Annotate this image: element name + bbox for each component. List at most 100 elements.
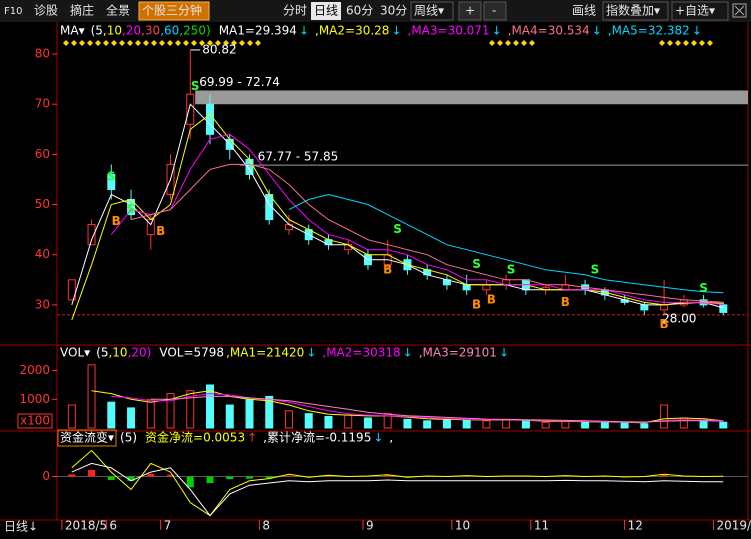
- signal-label: B: [561, 295, 570, 309]
- close-icon[interactable]: [732, 3, 747, 18]
- volume-bar: [166, 393, 175, 429]
- signal-label: B: [472, 297, 481, 311]
- event-marker: [207, 40, 213, 46]
- zoom-out[interactable]: -: [492, 4, 496, 18]
- volume-bar: [660, 404, 669, 429]
- ma-line: [110, 133, 724, 305]
- volume-bar: [620, 421, 629, 429]
- volume-bar: [107, 401, 116, 429]
- indicator-param: (5: [96, 346, 108, 360]
- volume-bar: [363, 417, 372, 429]
- y-tick-label: 70: [35, 97, 50, 111]
- y-tick-label: 60: [35, 147, 50, 161]
- tool-box[interactable]: [602, 1, 669, 21]
- signal-label: B: [660, 317, 669, 331]
- event-marker: [175, 40, 181, 46]
- legend-entry: ,MA4=30.534: [508, 24, 590, 38]
- event-marker: [95, 40, 101, 46]
- flow-bar: [285, 475, 293, 477]
- event-marker: [183, 40, 189, 46]
- tool-button[interactable]: +自选▾: [675, 4, 715, 18]
- signal-label: S: [191, 79, 200, 93]
- volume-bar: [521, 420, 530, 429]
- indicator-box[interactable]: [57, 429, 117, 447]
- event-marker: [683, 40, 689, 46]
- y-tick-label: 50: [35, 197, 50, 211]
- event-marker: [513, 40, 519, 46]
- tool-button[interactable]: 画线: [572, 4, 596, 18]
- period-button[interactable]: 60分: [346, 4, 373, 18]
- flow-bar: [167, 474, 175, 477]
- y-tick-label: 2000: [19, 363, 50, 377]
- flow-bar: [88, 469, 96, 477]
- ma-line: [71, 449, 724, 517]
- x-tick-label: 7: [164, 519, 172, 533]
- legend-arrow: ↓: [499, 346, 509, 360]
- signal-label: S: [591, 262, 600, 276]
- close-icon[interactable]: [734, 5, 745, 16]
- event-marker: [223, 40, 229, 46]
- period-label[interactable]: 日线↓: [4, 520, 38, 534]
- tool-button[interactable]: 全景: [106, 3, 130, 18]
- legend-arrow: ↓: [299, 24, 309, 38]
- volume-bar: [442, 418, 451, 429]
- flow-bar: [68, 474, 76, 477]
- volume-bar: [67, 404, 76, 429]
- tool-button[interactable]: 诊股: [34, 4, 58, 18]
- flow-bar: [265, 476, 273, 479]
- candle-body: [67, 279, 76, 301]
- y-tick-label: 0: [42, 469, 50, 483]
- indicator-param: ,20): [128, 346, 152, 360]
- tool-f10[interactable]: F10: [4, 6, 22, 17]
- event-marker: [71, 40, 77, 46]
- signal-label: S: [393, 222, 402, 236]
- x-tick-label: 2019/1: [716, 519, 751, 533]
- indicator-param: ,250): [179, 24, 210, 38]
- tool-box[interactable]: [671, 1, 729, 21]
- signal-label: B: [156, 224, 165, 238]
- period-button[interactable]: 分时: [283, 4, 307, 18]
- event-marker: [529, 40, 535, 46]
- period-button[interactable]: 日线: [314, 4, 338, 18]
- event-marker: [119, 40, 125, 46]
- volume-bar: [640, 423, 649, 429]
- tool-button[interactable]: 摘庄: [70, 3, 94, 18]
- signal-label: S: [127, 202, 136, 216]
- flow-bar: [660, 474, 668, 477]
- x-tick-label: 2018/5: [65, 519, 107, 533]
- legend-entry: ,累计净流=-0.1195: [263, 431, 371, 445]
- volume-bar: [344, 414, 353, 429]
- period-active[interactable]: [311, 2, 341, 20]
- legend-entry: ,MA3=29101: [419, 346, 497, 360]
- price-band: [195, 90, 748, 105]
- event-marker: [111, 40, 117, 46]
- period-button[interactable]: 30分: [380, 4, 407, 18]
- zoom-box[interactable]: [458, 1, 482, 21]
- tool-button[interactable]: 个股三分钟: [142, 3, 202, 18]
- level-label: 67.77 - 57.85: [258, 150, 339, 164]
- candle-body: [186, 93, 195, 125]
- zoom-box[interactable]: [483, 1, 507, 21]
- volume-bar: [127, 407, 136, 429]
- tool-active[interactable]: [138, 1, 210, 21]
- tool-button[interactable]: 指数叠加▾: [606, 3, 660, 18]
- period-box[interactable]: [410, 1, 454, 21]
- event-marker: [87, 40, 93, 46]
- y-tick-label: 80: [35, 47, 50, 61]
- ma-line: [71, 462, 724, 517]
- indicator-param: (5: [91, 24, 103, 38]
- x-tick-label: 11: [534, 519, 549, 533]
- flow-bar: [206, 476, 214, 483]
- x-tick-label: 8: [262, 519, 270, 533]
- event-marker: [151, 40, 157, 46]
- volume-bar: [600, 421, 609, 429]
- ma-line: [150, 395, 724, 423]
- indicator-param: ,60: [160, 24, 179, 38]
- zoom-in[interactable]: +: [465, 4, 475, 18]
- period-button[interactable]: 周线▾: [414, 4, 444, 18]
- legend-entry: ,MA3=30.071: [408, 24, 490, 38]
- x-tick-label: 10: [455, 519, 470, 533]
- candle-body: [462, 284, 471, 291]
- flow-bar: [245, 476, 253, 479]
- signal-label: B: [383, 262, 392, 276]
